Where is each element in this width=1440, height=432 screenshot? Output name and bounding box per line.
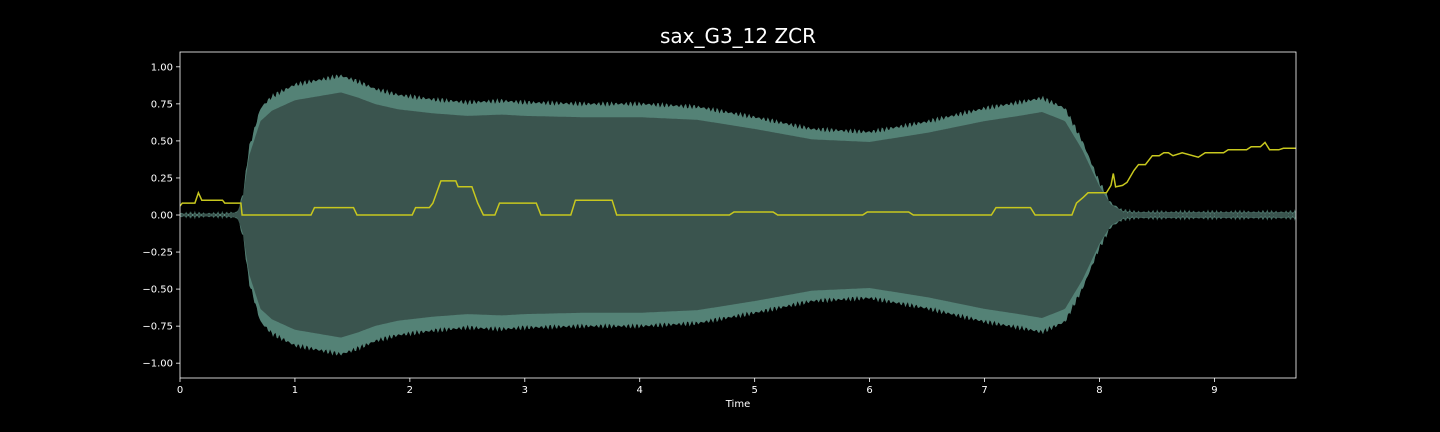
y-tick-label: 0.00 [151,211,173,222]
x-tick-label: 1 [292,385,298,396]
y-tick-label: −0.25 [142,248,173,259]
waveform-lower-edge [180,213,1296,356]
x-tick-label: 7 [981,385,987,396]
x-tick-label: 4 [637,385,643,396]
x-tick-label: 2 [407,385,413,396]
plot-area [180,74,1296,356]
y-tick-label: −1.00 [142,359,173,370]
x-tick-label: 5 [751,385,757,396]
y-tick-label: −0.75 [142,322,173,333]
x-axis: 0 1 2 3 4 5 6 7 8 9 [177,378,1218,396]
x-tick-label: 0 [177,385,183,396]
y-tick-label: −0.50 [142,285,173,296]
chart-title: sax_G3_12 ZCR [659,24,817,48]
y-axis: 1.00 0.75 0.50 0.25 0.00 −0.25 −0.50 −0.75 −1.00 [142,62,180,370]
x-tick-label: 8 [1096,385,1102,396]
waveform-fill [180,74,1296,356]
y-tick-label: 0.25 [151,173,173,184]
zcr-line [180,141,1296,216]
y-tick-label: 0.50 [151,136,173,147]
x-tick-label: 9 [1211,385,1217,396]
waveform-upper-edge [180,74,1296,217]
x-tick-label: 6 [866,385,872,396]
y-tick-label: 1.00 [151,62,173,73]
y-tick-label: 0.75 [151,99,173,110]
x-axis-label: Time [725,399,750,410]
x-tick-label: 3 [522,385,528,396]
